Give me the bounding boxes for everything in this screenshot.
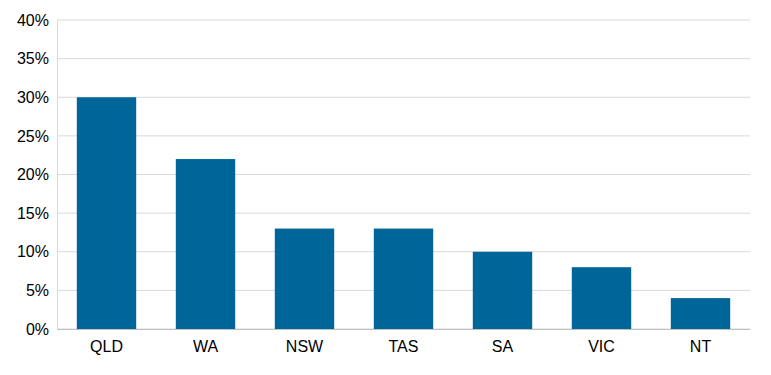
y-tick-label: 30%	[17, 89, 49, 106]
chart: 0% 5% 10% 15% 20% 25% 30% 35% 40% QLD WA NSW TAS SA VI…	[0, 0, 771, 375]
y-tick: 5%	[26, 282, 57, 299]
x-tick-label: WA	[193, 338, 219, 355]
x-tick: VIC	[588, 329, 615, 355]
y-tick-label: 35%	[17, 50, 49, 67]
y-tick: 0%	[26, 321, 57, 338]
y-tick: 30%	[17, 89, 57, 106]
x-tick: NT	[690, 329, 712, 355]
x-tick: SA	[492, 329, 514, 355]
x-tick: NSW	[286, 329, 324, 355]
y-tick-label: 5%	[26, 282, 49, 299]
x-tick: TAS	[389, 329, 419, 355]
y-tick: 25%	[17, 127, 57, 144]
y-tick: 15%	[17, 205, 57, 222]
grid-line	[57, 135, 750, 136]
x-axis: QLD WA NSW TAS SA VIC NT	[58, 329, 751, 355]
x-axis-line	[58, 329, 751, 330]
grid-line	[57, 97, 750, 98]
bar	[77, 97, 136, 329]
y-tick: 10%	[17, 243, 57, 260]
grid-line	[57, 58, 750, 59]
grid-line	[57, 174, 750, 175]
bar	[572, 267, 631, 329]
bar	[473, 252, 532, 329]
bar	[671, 298, 730, 329]
x-tick-label: QLD	[90, 338, 123, 355]
grid	[57, 20, 750, 329]
y-axis-line	[57, 21, 58, 330]
x-tick-label: NSW	[286, 338, 324, 355]
grid-line	[57, 20, 750, 21]
bars	[77, 97, 730, 329]
x-tick-label: TAS	[389, 338, 419, 355]
x-tick-label: SA	[492, 338, 514, 355]
x-tick-label: NT	[690, 338, 712, 355]
y-axis: 0% 5% 10% 15% 20% 25% 30% 35% 40%	[17, 12, 58, 338]
y-tick-label: 0%	[26, 321, 49, 338]
x-tick: QLD	[90, 329, 123, 355]
y-tick-label: 15%	[17, 205, 49, 222]
x-tick-label: VIC	[588, 338, 615, 355]
bar	[374, 229, 433, 329]
y-tick-label: 25%	[17, 127, 49, 144]
y-tick-label: 40%	[17, 12, 49, 29]
y-tick-label: 10%	[17, 243, 49, 260]
grid-line	[57, 213, 750, 214]
bar	[176, 159, 235, 329]
bar	[275, 229, 334, 329]
x-tick: WA	[193, 329, 219, 355]
y-tick: 40%	[17, 12, 57, 29]
y-tick: 20%	[17, 166, 57, 183]
y-tick: 35%	[17, 50, 57, 67]
y-tick-label: 20%	[17, 166, 49, 183]
